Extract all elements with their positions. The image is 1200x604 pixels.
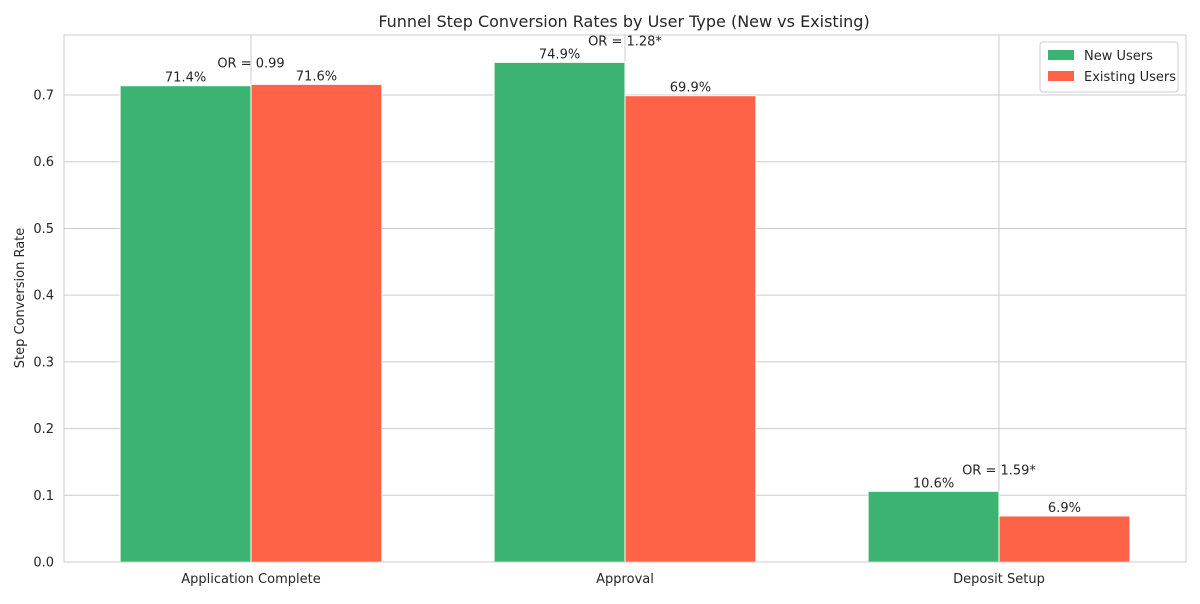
y-tick-label: 0.5 xyxy=(33,222,54,237)
bar xyxy=(250,83,383,563)
legend-entry-label: Existing Users xyxy=(1084,70,1176,85)
chart-title: Funnel Step Conversion Rates by User Typ… xyxy=(378,12,869,31)
bar xyxy=(624,95,757,563)
bar xyxy=(119,85,252,563)
y-tick-label: 0.7 xyxy=(33,89,54,104)
legend-swatch xyxy=(1048,71,1074,81)
y-axis-label: Step Conversion Rate xyxy=(13,228,28,369)
bar-value-label: 71.4% xyxy=(165,71,206,86)
odds-ratio-annotation: OR = 0.99 xyxy=(217,56,284,71)
bar xyxy=(493,61,626,563)
bar-value-label: 74.9% xyxy=(539,47,580,62)
odds-ratio-annotation: OR = 1.28* xyxy=(588,34,662,49)
bars-group xyxy=(119,61,1131,563)
y-tick-label: 0.6 xyxy=(33,155,54,170)
ticks-group: 0.0 0.1 0.2 0.3 0.4 0.5 0.6 0.7 Application Comp… xyxy=(33,89,1045,587)
bar-value-label: 6.9% xyxy=(1048,501,1081,516)
bar-value-label: 71.6% xyxy=(296,69,337,84)
bar-value-label: 69.9% xyxy=(670,81,711,96)
legend: New Users Existing Users xyxy=(1039,41,1179,93)
bar-value-label: 10.6% xyxy=(913,476,954,491)
y-tick-label: 0.4 xyxy=(33,289,54,304)
legend-swatch xyxy=(1048,50,1074,60)
legend-entry-label: New Users xyxy=(1084,49,1153,64)
labels-group: 71.4% 71.6% 74.9% 69.9% 10.6% 6.9% OR = 0.99 OR… xyxy=(165,34,1081,516)
bar xyxy=(998,515,1131,563)
y-tick-label: 0.0 xyxy=(33,556,54,571)
y-tick-label: 0.3 xyxy=(33,355,54,370)
x-tick-label: Deposit Setup xyxy=(953,572,1045,587)
x-tick-label: Approval xyxy=(596,572,654,587)
y-tick-label: 0.1 xyxy=(33,489,54,504)
plot-frame xyxy=(63,34,1187,563)
x-tick-label: Application Complete xyxy=(181,572,320,587)
legend-box xyxy=(1039,41,1179,93)
odds-ratio-annotation: OR = 1.59* xyxy=(962,463,1036,478)
bar xyxy=(867,490,1000,563)
y-tick-label: 0.2 xyxy=(33,422,54,437)
